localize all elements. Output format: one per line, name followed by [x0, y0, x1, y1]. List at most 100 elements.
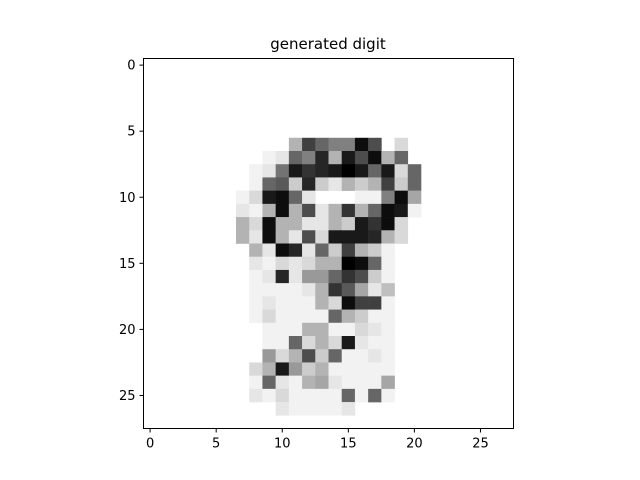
- heatmap-cell: [262, 388, 276, 403]
- heatmap-cell: [275, 296, 290, 310]
- heatmap-cell: [262, 336, 276, 350]
- heatmap-cell: [275, 309, 290, 324]
- heatmap-cell: [302, 362, 316, 376]
- heatmap-cell: [341, 349, 356, 363]
- heatmap-cell: [341, 217, 356, 231]
- heatmap-cell: [262, 309, 276, 324]
- heatmap-cell: [328, 375, 343, 390]
- heatmap-cell: [302, 322, 316, 337]
- heatmap-cell: [302, 217, 316, 231]
- heatmap-cell: [249, 243, 263, 258]
- heatmap-cell: [354, 230, 369, 244]
- heatmap-cell: [275, 362, 290, 376]
- heatmap-cell: [315, 336, 329, 350]
- heatmap-cell: [328, 296, 343, 310]
- heatmap-cell: [328, 269, 343, 284]
- heatmap-cell: [407, 190, 422, 205]
- heatmap-cell: [381, 256, 395, 271]
- heatmap-cell: [354, 283, 369, 297]
- heatmap-cell: [315, 137, 329, 152]
- heatmap-cell: [368, 177, 382, 191]
- heatmap-cell: [288, 402, 303, 416]
- heatmap-cell: [341, 137, 356, 152]
- heatmap-cell: [288, 309, 303, 324]
- heatmap-cell: [288, 243, 303, 258]
- heatmap-cell: [394, 230, 409, 244]
- heatmap-cell: [368, 243, 382, 258]
- heatmap-cells: [236, 137, 422, 416]
- y-tick-label: 5: [127, 125, 135, 140]
- heatmap-cell: [328, 322, 343, 337]
- heatmap-cell: [288, 375, 303, 390]
- heatmap-cell: [368, 137, 382, 152]
- heatmap-cell: [288, 217, 303, 231]
- x-tick-label: 5: [212, 437, 220, 452]
- heatmap-cell: [354, 362, 369, 376]
- heatmap-cell: [394, 164, 409, 178]
- heatmap-cell: [249, 164, 263, 178]
- heatmap-cell: [381, 190, 395, 205]
- heatmap-cell: [288, 296, 303, 310]
- heatmap-cell: [262, 243, 276, 258]
- heatmap-cell: [328, 177, 343, 191]
- heatmap-cell: [249, 256, 263, 271]
- heatmap-cell: [275, 230, 290, 244]
- heatmap-cell: [262, 190, 276, 205]
- heatmap-cell: [262, 296, 276, 310]
- heatmap-cell: [394, 217, 409, 231]
- heatmap-cell: [328, 349, 343, 363]
- heatmap-cell: [381, 243, 395, 258]
- heatmap-cell: [275, 164, 290, 178]
- heatmap-cell: [288, 164, 303, 178]
- heatmap-cell: [315, 256, 329, 271]
- heatmap-cell: [341, 164, 356, 178]
- heatmap-cell: [394, 177, 409, 191]
- heatmap-cell: [275, 388, 290, 403]
- heatmap-cell: [288, 336, 303, 350]
- y-axis: 0 5 10 15 20 25: [119, 59, 144, 404]
- heatmap-cell: [315, 243, 329, 258]
- heatmap-cell: [394, 151, 409, 165]
- heatmap-cell: [302, 388, 316, 403]
- heatmap-cell: [249, 269, 263, 284]
- heatmap-cell: [262, 322, 276, 337]
- heatmap-cell: [381, 296, 395, 310]
- heatmap-cell: [249, 190, 263, 205]
- heatmap-cell: [262, 375, 276, 390]
- heatmap-cell: [288, 230, 303, 244]
- heatmap-cell: [302, 283, 316, 297]
- heatmap-cell: [368, 322, 382, 337]
- y-tick-label: 20: [119, 323, 136, 338]
- heatmap-cell: [394, 190, 409, 205]
- heatmap-cell: [236, 190, 250, 205]
- y-tick-label: 15: [119, 257, 136, 272]
- heatmap-cell: [368, 362, 382, 376]
- heatmap-cell: [381, 388, 395, 403]
- heatmap-cell: [354, 388, 369, 403]
- heatmap-cell: [262, 177, 276, 191]
- heatmap-cell: [288, 256, 303, 271]
- heatmap-cell: [328, 230, 343, 244]
- heatmap-cell: [249, 375, 263, 390]
- heatmap-cell: [368, 217, 382, 231]
- heatmap-cell: [368, 256, 382, 271]
- heatmap-cell: [328, 217, 343, 231]
- heatmap-cell: [262, 217, 276, 231]
- heatmap-cell: [302, 402, 316, 416]
- heatmap-cell: [354, 164, 369, 178]
- heatmap-cell: [288, 349, 303, 363]
- y-tick-label: 25: [119, 389, 136, 404]
- heatmap-cell: [381, 269, 395, 284]
- heatmap-cell: [328, 243, 343, 258]
- heatmap-cell: [341, 269, 356, 284]
- x-tick-label: 10: [274, 437, 291, 452]
- heatmap-cell: [368, 151, 382, 165]
- heatmap-cell: [328, 203, 343, 218]
- heatmap-cell: [302, 190, 316, 205]
- heatmap-cell: [381, 375, 395, 390]
- heatmap-cell: [249, 230, 263, 244]
- heatmap-cell: [288, 388, 303, 403]
- heatmap-cell: [249, 388, 263, 403]
- heatmap-cell: [288, 322, 303, 337]
